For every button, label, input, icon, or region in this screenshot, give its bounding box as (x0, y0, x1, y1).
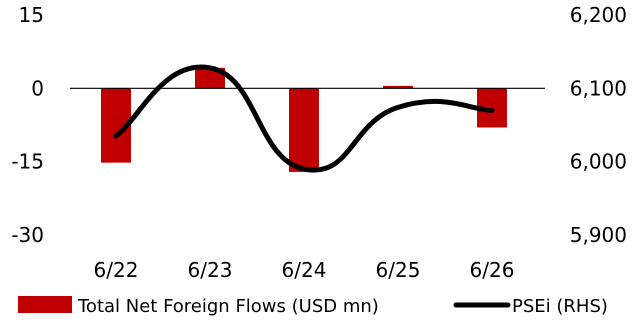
x-axis: 6/22 6/23 6/24 6/25 6/26 (94, 258, 515, 282)
left-tick-label: -30 (11, 223, 44, 247)
x-tick-label: 6/24 (282, 258, 327, 282)
right-tick-label: 5,900 (570, 223, 627, 247)
legend: Total Net Foreign Flows (USD mn) PSEi (R… (18, 296, 608, 317)
left-tick-label: -15 (11, 150, 44, 174)
right-tick-label: 6,000 (570, 150, 627, 174)
left-axis: 15 0 -15 -30 (11, 3, 44, 247)
bar-6-23 (195, 67, 225, 89)
x-tick-label: 6/22 (94, 258, 139, 282)
right-tick-label: 6,200 (570, 3, 627, 27)
bar-series (101, 67, 507, 172)
legend-label-psei: PSEi (RHS) (512, 296, 608, 317)
right-tick-label: 6,100 (570, 76, 627, 100)
x-tick-label: 6/26 (470, 258, 515, 282)
left-tick-label: 0 (31, 76, 44, 100)
left-tick-label: 15 (19, 3, 44, 27)
legend-swatch-flows (18, 296, 72, 313)
right-axis: 6,200 6,100 6,000 5,900 (570, 3, 627, 247)
legend-label-flows: Total Net Foreign Flows (USD mn) (77, 296, 379, 317)
psei-line (113, 64, 495, 173)
bar-6-24 (289, 88, 319, 172)
x-tick-label: 6/25 (376, 258, 421, 282)
bar-6-25 (383, 85, 413, 89)
x-tick-label: 6/23 (188, 258, 233, 282)
